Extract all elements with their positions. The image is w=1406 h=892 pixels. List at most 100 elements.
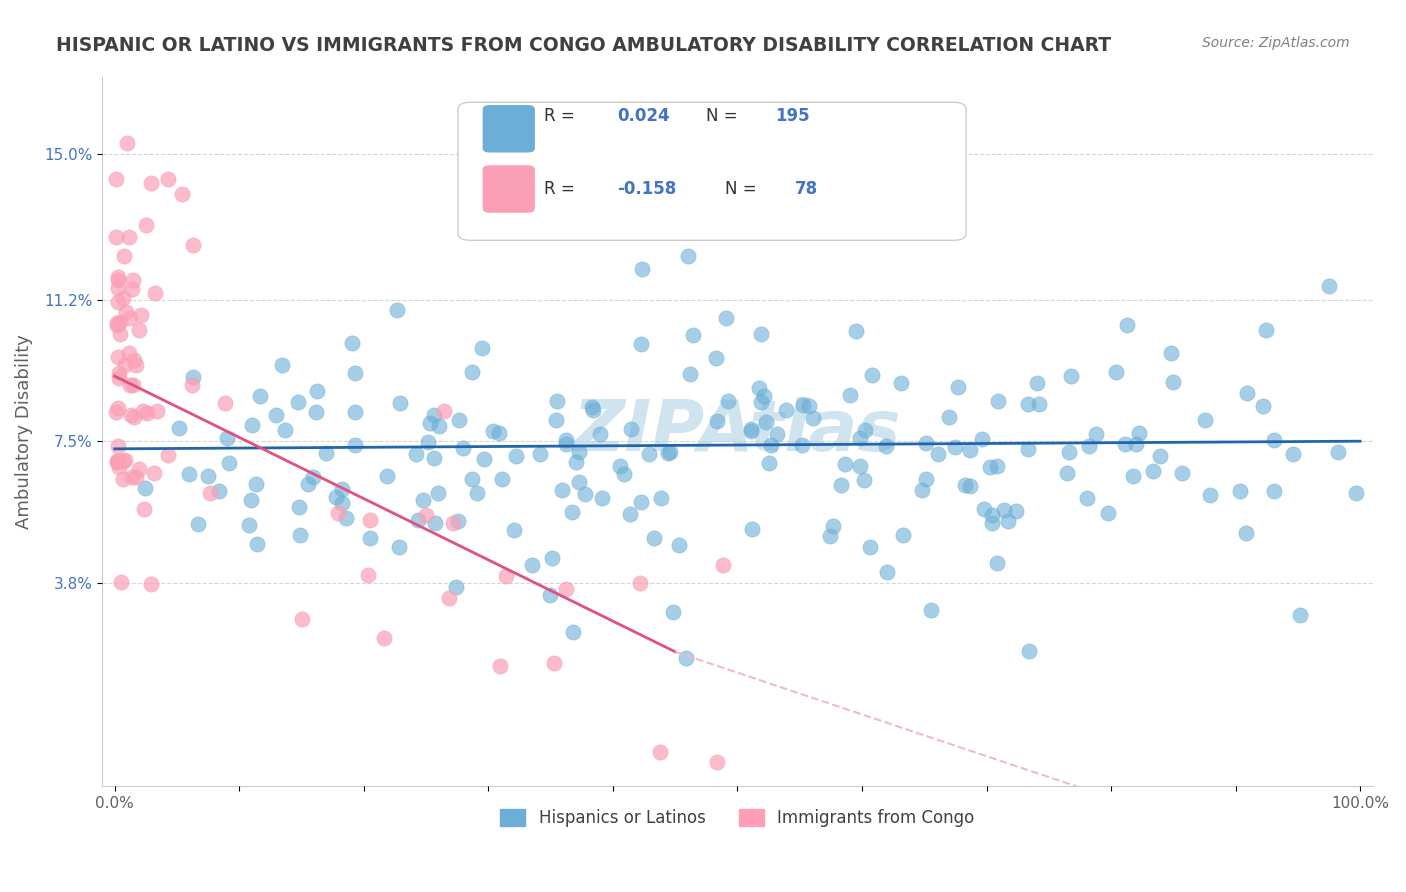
- Point: [648, 745, 671, 759]
- Point: [973, 502, 995, 516]
- Point: [1128, 426, 1150, 441]
- Point: [568, 445, 591, 459]
- Point: [938, 409, 960, 424]
- Point: [118, 345, 141, 359]
- Point: [273, 423, 295, 437]
- Point: [538, 588, 561, 602]
- Point: [271, 358, 294, 372]
- Point: [122, 273, 145, 287]
- Point: [240, 417, 263, 432]
- Point: [129, 308, 152, 322]
- Point: [529, 447, 551, 461]
- Point: [1076, 491, 1098, 505]
- Point: [481, 425, 503, 439]
- Point: [290, 527, 312, 541]
- Point: [838, 388, 860, 402]
- Point: [325, 490, 347, 504]
- Point: [749, 395, 772, 409]
- Point: [668, 538, 690, 552]
- Point: [551, 483, 574, 498]
- Point: [437, 591, 460, 606]
- Text: 78: 78: [794, 179, 818, 198]
- Point: [291, 612, 314, 626]
- Point: [118, 310, 141, 325]
- Point: [834, 458, 856, 472]
- Point: [489, 659, 512, 673]
- Point: [630, 494, 652, 508]
- Point: [704, 351, 727, 365]
- Point: [218, 456, 240, 470]
- Point: [818, 529, 841, 543]
- Point: [287, 395, 309, 409]
- Text: Source: ZipAtlas.com: Source: ZipAtlas.com: [1202, 36, 1350, 50]
- Point: [408, 513, 430, 527]
- Point: [181, 369, 204, 384]
- Point: [920, 603, 942, 617]
- Point: [156, 448, 179, 462]
- Point: [359, 513, 381, 527]
- Point: [107, 439, 129, 453]
- Point: [107, 454, 129, 468]
- Point: [986, 556, 1008, 570]
- Point: [876, 565, 898, 579]
- Point: [359, 531, 381, 545]
- Y-axis label: Ambulatory Disability: Ambulatory Disability: [15, 334, 32, 529]
- Point: [1171, 466, 1194, 480]
- Text: -0.158: -0.158: [617, 179, 676, 198]
- Point: [706, 414, 728, 428]
- Point: [461, 472, 484, 486]
- Point: [711, 558, 734, 572]
- Point: [1097, 506, 1119, 520]
- Point: [821, 519, 844, 533]
- Point: [959, 442, 981, 457]
- Text: R =: R =: [544, 107, 581, 126]
- Point: [287, 500, 309, 514]
- Point: [1229, 483, 1251, 498]
- Point: [471, 341, 494, 355]
- Point: [609, 458, 631, 473]
- Point: [423, 408, 446, 422]
- Point: [135, 406, 157, 420]
- Point: [114, 452, 136, 467]
- Point: [388, 396, 411, 410]
- Point: [797, 399, 820, 413]
- Point: [108, 315, 131, 329]
- Point: [741, 523, 763, 537]
- Point: [890, 376, 912, 390]
- Point: [503, 523, 526, 537]
- Point: [141, 176, 163, 190]
- Point: [1263, 433, 1285, 447]
- Point: [959, 479, 981, 493]
- Point: [357, 568, 380, 582]
- Point: [1077, 439, 1099, 453]
- Point: [1084, 427, 1107, 442]
- Point: [107, 281, 129, 295]
- Point: [134, 501, 156, 516]
- Point: [1281, 447, 1303, 461]
- Point: [326, 506, 349, 520]
- Point: [128, 322, 150, 336]
- Point: [679, 368, 702, 382]
- Point: [307, 384, 329, 398]
- Point: [661, 606, 683, 620]
- Point: [135, 218, 157, 232]
- Point: [522, 558, 544, 572]
- Point: [125, 469, 148, 483]
- Point: [986, 458, 1008, 473]
- Point: [987, 393, 1010, 408]
- Point: [110, 575, 132, 590]
- Point: [167, 421, 190, 435]
- Point: [301, 470, 323, 484]
- Point: [630, 337, 652, 351]
- Point: [1326, 445, 1348, 459]
- Point: [765, 427, 787, 442]
- Point: [427, 419, 450, 434]
- Point: [124, 352, 146, 367]
- Point: [927, 447, 949, 461]
- FancyBboxPatch shape: [484, 106, 534, 152]
- Point: [749, 326, 772, 341]
- Point: [775, 402, 797, 417]
- Point: [107, 401, 129, 416]
- Point: [565, 455, 588, 469]
- Point: [105, 318, 128, 332]
